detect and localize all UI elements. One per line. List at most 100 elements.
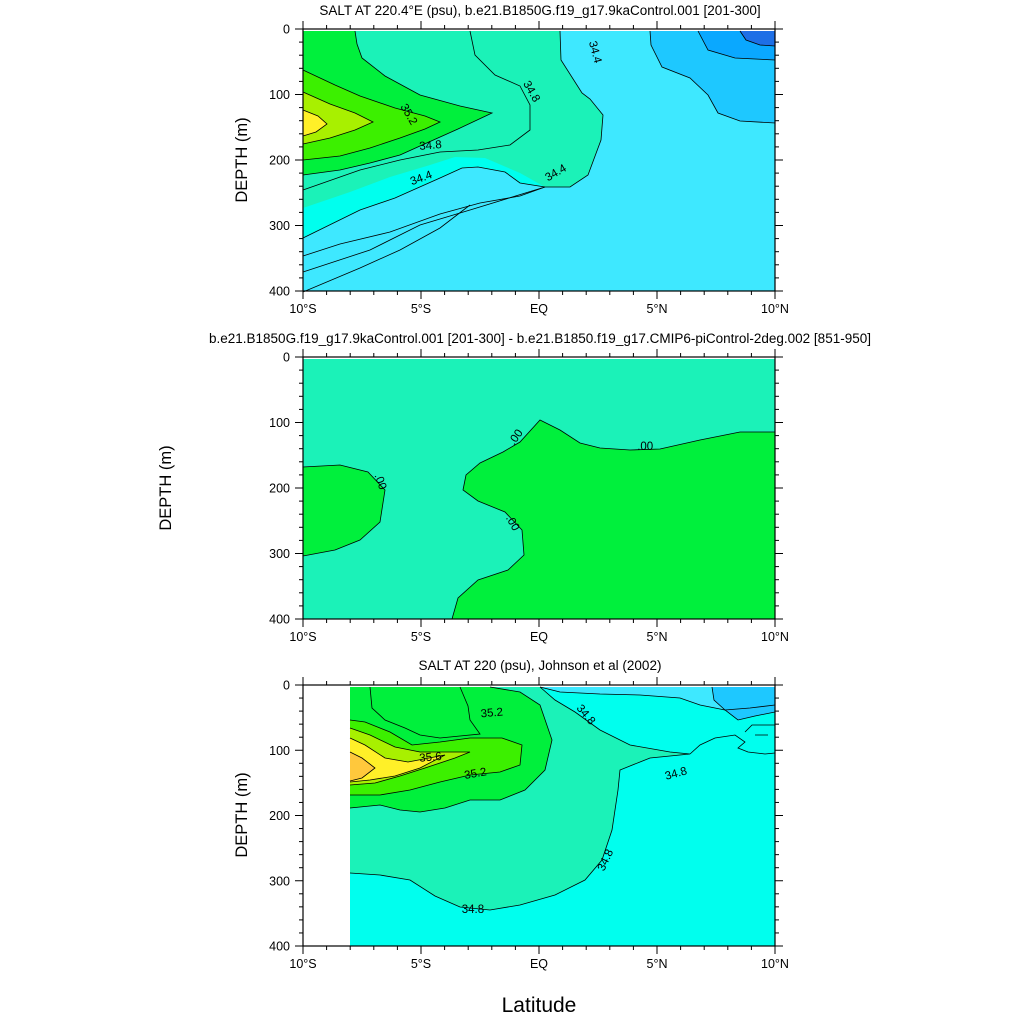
p3-contour-label: 34.8 — [462, 904, 484, 916]
p1-fill-lime — [303, 92, 373, 144]
p1-ytick-label: 0 — [283, 23, 290, 37]
p3-ytick-label: 300 — [269, 874, 290, 888]
p1-fill-yellow — [303, 110, 327, 136]
p1-xtick-label: 5°N — [647, 302, 668, 316]
p1-contour-34.0-corner — [697, 30, 776, 61]
p3-contour-35.8 — [349, 737, 446, 783]
p2-ytick-label: 0 — [283, 351, 290, 365]
p1-ytick-label: 300 — [269, 219, 290, 233]
p2-ytick-label: 300 — [269, 547, 290, 561]
p3-contour-label: 35.2 — [480, 706, 503, 720]
p1-ytick-label: 400 — [269, 285, 290, 299]
p3-contour-35.6 — [349, 727, 471, 786]
p2-contour-label-text: .00 — [372, 472, 389, 491]
p1-contour-35.8 — [302, 109, 328, 137]
panel-3-field — [350, 687, 775, 946]
p1-contour-34.4-deep — [302, 186, 546, 257]
p3-contour-label: 34.8 — [664, 765, 689, 782]
p1-contour-35.2 — [302, 30, 494, 176]
p3-xtick-label: 10°N — [761, 957, 789, 971]
panel-2-field — [303, 359, 775, 619]
panel-3-ylabel: DEPTH (m) — [233, 772, 251, 857]
p2-ytick-label: 400 — [269, 613, 290, 627]
p1-ytick-label: 100 — [269, 88, 290, 102]
p2-fill-green-left — [303, 465, 385, 556]
p2-contour-zero-main — [451, 419, 775, 620]
p2-contour-label: .00 — [372, 472, 389, 491]
p1-contour-label-text: 34.4 — [586, 40, 604, 65]
panel-1-title: SALT AT 220.4°E (psu), b.e21.B1850G.f19_… — [319, 3, 760, 18]
p1-fill-aqua-shelf — [303, 157, 545, 238]
panel-3-title: SALT AT 220 (psu), Johnson et al (2002) — [419, 658, 662, 673]
p2-xtick-label: 5°N — [647, 630, 668, 644]
panel-2-title: b.e21.B1850G.f19_g17.9kaControl.001 [201… — [209, 331, 871, 346]
p3-ytick-label: 100 — [269, 744, 290, 758]
p3-ytick-label: 0 — [283, 679, 290, 693]
panel-2-ylabel: DEPTH (m) — [157, 445, 175, 530]
p3-contour-label-text: 34.8 — [664, 765, 689, 782]
p2-fill-green-main — [452, 420, 775, 619]
p3-contour-35.2 — [349, 686, 553, 813]
p3-contour-35.2-inner — [369, 686, 481, 739]
p1-contour-label: 34.4 — [586, 40, 604, 65]
p3-contour-34.4-top — [539, 686, 776, 711]
p1-fill-green2 — [303, 70, 440, 160]
p3-contour-34.8 — [349, 686, 691, 911]
x-axis-title: Latitude — [502, 994, 577, 1017]
p2-ytick-label: 200 — [269, 482, 290, 496]
p3-fill-green-tongue — [370, 687, 480, 738]
panel-1-axes: 10°S 5°S EQ 5°N 10°N 0 100 200 300 400 — [269, 21, 789, 316]
p1-contour-34.4-upper — [649, 30, 776, 124]
p3-contour-35.4 — [349, 719, 523, 796]
p1-contour-34.8 — [302, 30, 531, 191]
p1-contour-33.6-corner — [739, 30, 776, 47]
p1-contour-35.4 — [302, 69, 442, 161]
p1-xtick-label: EQ — [530, 302, 548, 316]
p2-xtick-label: EQ — [530, 630, 548, 644]
p1-contour-33.6-deep — [302, 204, 471, 293]
p1-xtick-label: 10°N — [761, 302, 789, 316]
panel-3-contours — [349, 686, 776, 911]
p3-contour-label-text: 35.2 — [480, 706, 503, 720]
p1-contour-label-text: 34.8 — [419, 139, 442, 153]
p1-contour-label: 34.8 — [419, 139, 442, 153]
p1-xtick-label: 5°S — [411, 302, 431, 316]
p1-fill-cyan-deep — [303, 167, 545, 256]
panel-3-axes: 10°S 5°S EQ 5°N 10°N 0 100 200 300 400 — [269, 677, 789, 971]
panel-2: b.e21.B1850G.f19_g17.9kaControl.001 [201… — [157, 331, 871, 644]
p3-contour-34.0-corner — [711, 686, 776, 721]
p3-contour-wiggle — [689, 724, 776, 755]
p3-contour-label-text: 35.6 — [419, 751, 442, 765]
p3-fill-orange — [350, 752, 375, 781]
p3-contour-36.0 — [349, 751, 376, 782]
p2-contour-label-text: .00 — [637, 441, 653, 453]
p3-ytick-label: 200 — [269, 809, 290, 823]
p3-xtick-label: 5°N — [647, 957, 668, 971]
p3-ytick-label: 400 — [269, 940, 290, 954]
p2-xtick-label: 10°N — [761, 630, 789, 644]
p2-contour-label: .00 — [637, 441, 653, 453]
p3-contour-label-text: 35.2 — [463, 766, 487, 782]
p1-fill-blue-deep-corner — [740, 31, 775, 46]
p3-xtick-label: EQ — [530, 957, 548, 971]
p2-contour-zero-left — [302, 464, 386, 557]
p3-contour-label: 35.2 — [463, 766, 487, 782]
panel-2-contours — [302, 419, 775, 620]
p1-ytick-label: 200 — [269, 154, 290, 168]
panel-1-contours — [302, 30, 776, 293]
p3-contour-label: 35.6 — [419, 751, 442, 765]
p3-xtick-label: 10°S — [289, 957, 316, 971]
p3-xtick-label: 5°S — [411, 957, 431, 971]
p1-contour-35.6 — [302, 91, 374, 145]
panel-2-axes: 10°S 5°S EQ 5°N 10°N 0 100 200 300 400 — [269, 349, 789, 644]
panel-1-field — [303, 31, 775, 291]
p1-xtick-label: 10°S — [289, 302, 316, 316]
p3-contour-label-text: 34.8 — [462, 904, 484, 916]
panel-1: SALT AT 220.4°E (psu), b.e21.B1850G.f19_… — [233, 3, 789, 316]
p2-ytick-label: 100 — [269, 416, 290, 430]
panel-1-ylabel: DEPTH (m) — [233, 117, 251, 202]
p3-fill-yellow — [350, 738, 445, 782]
p2-xtick-label: 5°S — [411, 630, 431, 644]
panel-3: SALT AT 220 (psu), Johnson et al (2002) — [233, 658, 789, 971]
